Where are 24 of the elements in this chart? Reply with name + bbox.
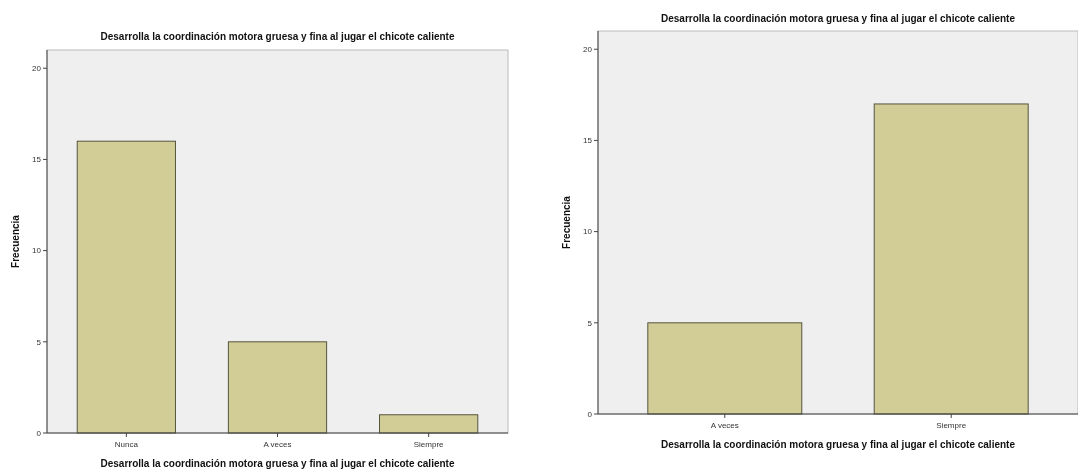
- x-axis-title: Desarrolla la coordinación motora gruesa y fina al jugar el chicote caliente: [660, 439, 1016, 450]
- bar: [76, 140, 176, 434]
- y-tick-label: 0: [587, 409, 593, 419]
- chart-title: Desarrolla la coordinación motora gruesa y fina al jugar el chicote caliente: [660, 13, 1016, 24]
- bar: [379, 414, 479, 434]
- y-tick-label: 5: [36, 337, 42, 347]
- chart-title: Desarrolla la coordinación motora gruesa y fina al jugar el chicote caliente: [100, 31, 455, 42]
- x-axis-title: Desarrolla la coordinación motora gruesa y fina al jugar el chicote caliente: [100, 458, 455, 469]
- y-tick-label: 0: [36, 428, 42, 438]
- x-tick-label: A veces: [710, 421, 739, 430]
- y-tick-label: 10: [583, 227, 593, 237]
- y-axis-title: Frecuencia: [10, 214, 21, 268]
- x-tick-label: A veces: [263, 440, 292, 449]
- bar: [227, 341, 328, 434]
- y-tick-label: 5: [587, 318, 593, 328]
- y-tick-label: 10: [32, 246, 42, 256]
- y-tick-label: 20: [32, 64, 42, 74]
- y-tick-label: 20: [583, 45, 593, 55]
- x-tick-label: Siempre: [413, 440, 445, 449]
- y-axis-title: Frecuencia: [561, 195, 572, 249]
- x-tick-label: Nunca: [114, 440, 139, 449]
- y-tick-label: 15: [583, 136, 593, 146]
- y-tick-label: 15: [32, 155, 42, 165]
- x-tick-label: Siempre: [936, 421, 967, 430]
